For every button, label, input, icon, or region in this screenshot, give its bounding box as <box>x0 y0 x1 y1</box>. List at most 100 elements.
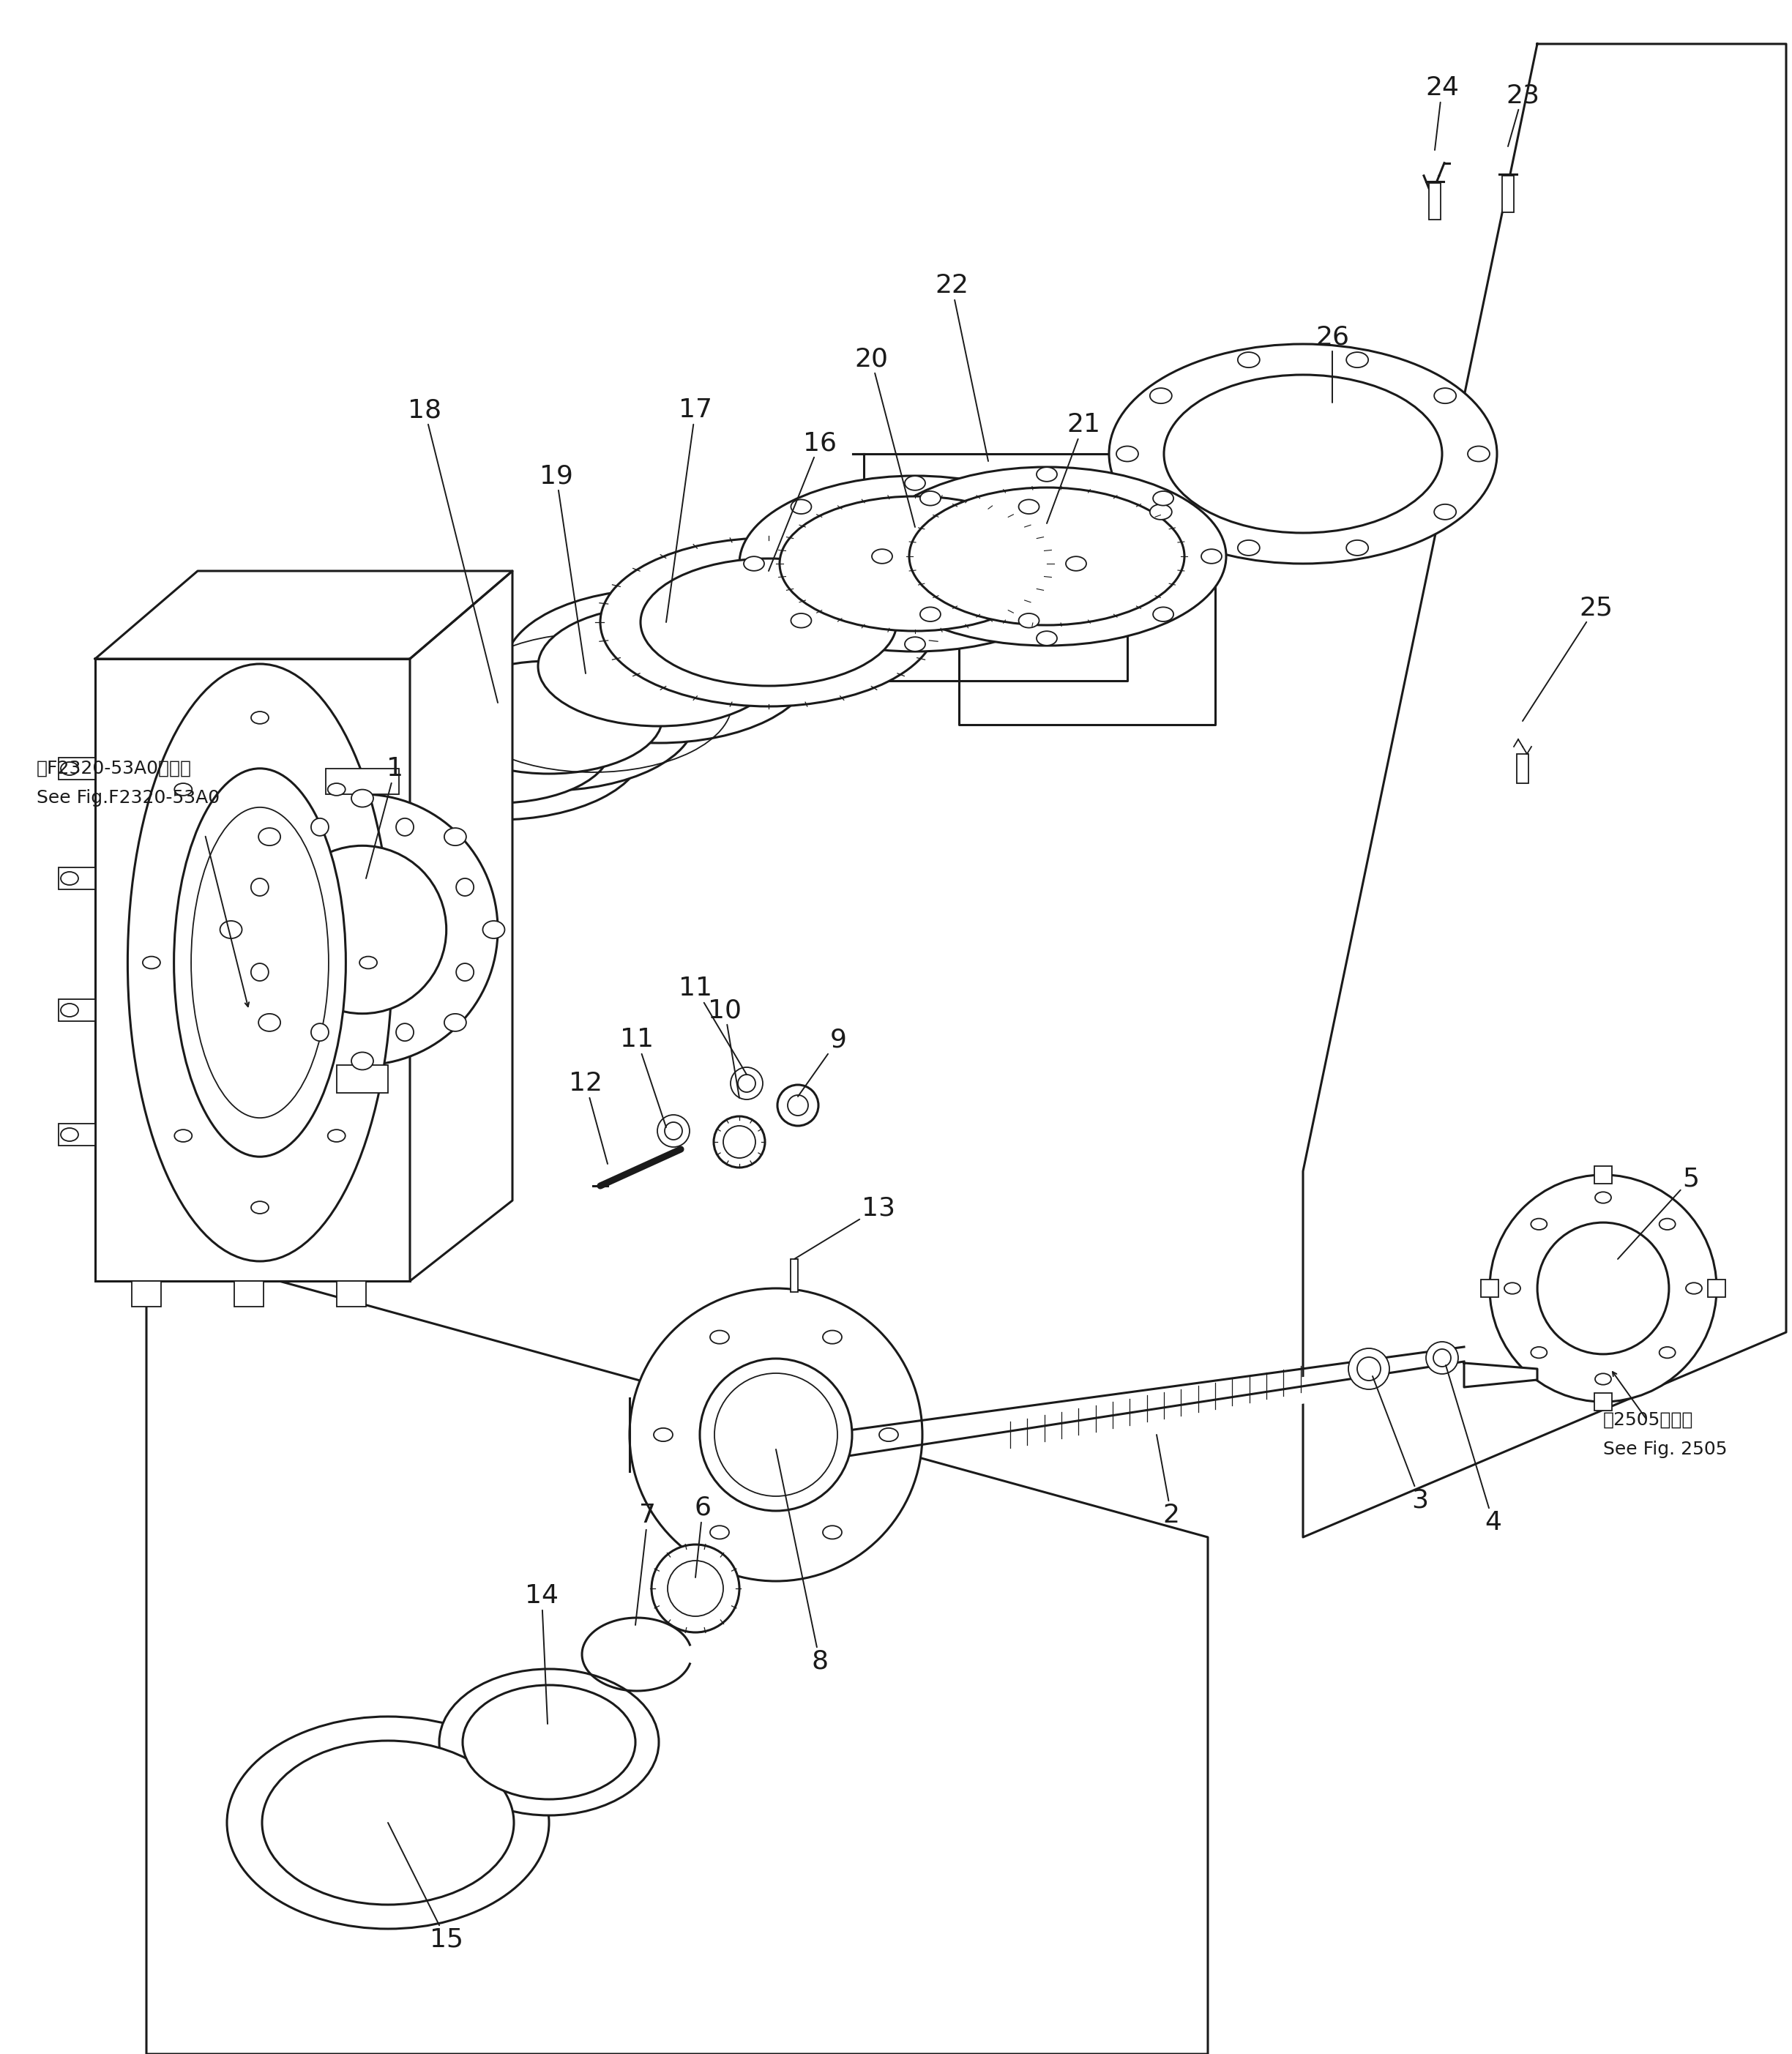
Ellipse shape <box>1238 351 1260 368</box>
Ellipse shape <box>778 1085 819 1126</box>
Bar <box>95 659 410 1282</box>
Text: 2: 2 <box>1156 1436 1179 1528</box>
Ellipse shape <box>1238 540 1260 555</box>
Ellipse shape <box>457 879 473 896</box>
Text: 15: 15 <box>389 1822 464 1951</box>
Ellipse shape <box>312 817 328 836</box>
Ellipse shape <box>652 1545 740 1633</box>
Ellipse shape <box>462 1684 636 1799</box>
Ellipse shape <box>396 1023 414 1041</box>
Ellipse shape <box>1538 1222 1668 1354</box>
Ellipse shape <box>731 1068 763 1099</box>
Text: See Fig.F2320-53A0: See Fig.F2320-53A0 <box>36 789 220 807</box>
Ellipse shape <box>328 783 346 795</box>
Bar <box>59 1124 95 1146</box>
Bar <box>1428 183 1441 220</box>
Bar <box>1595 1393 1613 1411</box>
Text: 16: 16 <box>769 431 837 571</box>
Text: 篇F2320-53A0図参照: 篇F2320-53A0図参照 <box>36 760 192 776</box>
Polygon shape <box>1464 1364 1538 1386</box>
Ellipse shape <box>909 487 1185 624</box>
Text: 22: 22 <box>935 273 987 462</box>
Ellipse shape <box>228 1717 548 1929</box>
Ellipse shape <box>1346 540 1369 555</box>
Ellipse shape <box>482 920 505 939</box>
Text: 13: 13 <box>794 1195 896 1259</box>
Ellipse shape <box>724 1126 756 1158</box>
Ellipse shape <box>174 1130 192 1142</box>
Bar <box>235 1282 263 1306</box>
Ellipse shape <box>710 1526 729 1538</box>
Bar <box>133 1282 161 1306</box>
Ellipse shape <box>444 828 466 846</box>
Ellipse shape <box>1150 503 1172 520</box>
Ellipse shape <box>61 762 79 774</box>
Ellipse shape <box>1348 1347 1389 1389</box>
Ellipse shape <box>1426 1341 1459 1374</box>
Ellipse shape <box>251 1202 269 1214</box>
Polygon shape <box>147 1245 1208 2054</box>
Ellipse shape <box>788 1095 808 1115</box>
Ellipse shape <box>1152 608 1174 622</box>
Text: 7: 7 <box>636 1504 656 1625</box>
Ellipse shape <box>258 1015 280 1031</box>
Ellipse shape <box>873 548 892 563</box>
Text: 18: 18 <box>409 398 498 702</box>
Ellipse shape <box>61 1128 79 1142</box>
Ellipse shape <box>880 1428 898 1442</box>
Ellipse shape <box>629 1288 923 1582</box>
Ellipse shape <box>710 1331 729 1343</box>
Bar <box>1516 754 1529 783</box>
Bar <box>59 867 95 889</box>
Ellipse shape <box>790 614 812 629</box>
Polygon shape <box>1303 43 1787 1536</box>
Ellipse shape <box>435 661 663 774</box>
Text: 3: 3 <box>1373 1376 1428 1514</box>
Ellipse shape <box>1036 466 1057 481</box>
Ellipse shape <box>457 963 473 982</box>
Ellipse shape <box>403 645 695 791</box>
Ellipse shape <box>1116 446 1138 462</box>
Ellipse shape <box>1434 503 1457 520</box>
Ellipse shape <box>228 795 498 1066</box>
Text: 11: 11 <box>679 976 747 1074</box>
Ellipse shape <box>919 608 941 622</box>
Bar <box>1595 1167 1613 1183</box>
Ellipse shape <box>444 1015 466 1031</box>
Bar <box>1480 1280 1498 1298</box>
Ellipse shape <box>1018 499 1039 514</box>
Ellipse shape <box>1686 1282 1702 1294</box>
Ellipse shape <box>905 477 925 491</box>
Text: 25: 25 <box>1523 596 1613 721</box>
Ellipse shape <box>61 871 79 885</box>
Ellipse shape <box>278 846 446 1013</box>
Ellipse shape <box>1434 1349 1452 1366</box>
Ellipse shape <box>1346 351 1369 368</box>
Bar <box>59 998 95 1021</box>
Ellipse shape <box>1018 614 1039 629</box>
Ellipse shape <box>143 957 159 969</box>
Ellipse shape <box>312 1023 328 1041</box>
Bar <box>337 1282 366 1306</box>
Ellipse shape <box>351 1052 373 1070</box>
Bar <box>790 1259 797 1292</box>
Ellipse shape <box>61 1004 79 1017</box>
Ellipse shape <box>1659 1218 1676 1230</box>
Bar <box>337 1066 389 1093</box>
Ellipse shape <box>1595 1191 1611 1204</box>
Ellipse shape <box>640 559 896 686</box>
Ellipse shape <box>905 637 925 651</box>
Ellipse shape <box>1434 388 1457 403</box>
Ellipse shape <box>1659 1347 1676 1358</box>
Ellipse shape <box>1109 343 1496 563</box>
Ellipse shape <box>127 663 392 1261</box>
Ellipse shape <box>867 466 1226 645</box>
Text: 9: 9 <box>797 1027 846 1097</box>
Polygon shape <box>959 505 1215 725</box>
Text: 14: 14 <box>525 1584 559 1723</box>
Polygon shape <box>95 571 513 659</box>
Text: 24: 24 <box>1425 76 1459 150</box>
Text: 17: 17 <box>667 398 711 622</box>
Ellipse shape <box>383 690 611 803</box>
Ellipse shape <box>1468 446 1489 462</box>
